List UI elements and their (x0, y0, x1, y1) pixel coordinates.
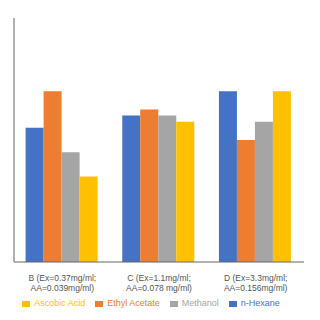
html-text:Ethyl Acetate: Ethyl Acetate (107, 298, 160, 308)
svg-text:B (Ex=0.37mg/ml;AA=0.039mg/ml): B (Ex=0.37mg/ml;AA=0.039mg/ml) (28, 273, 96, 293)
html-text:Methanol: Methanol (181, 298, 219, 308)
html-text:Ascobic Acid: Ascobic Acid (34, 298, 86, 308)
svg-text:C (Ex=1.1mg/ml;AA=0.078 mg/ml): C (Ex=1.1mg/ml;AA=0.078 mg/ml) (126, 273, 192, 293)
html-text:n-Hexane: n-Hexane (240, 298, 280, 308)
svg-text:D (Ex=3.3mg/ml;AA=0.156mg/ml): D (Ex=3.3mg/ml;AA=0.156mg/ml) (224, 273, 288, 293)
